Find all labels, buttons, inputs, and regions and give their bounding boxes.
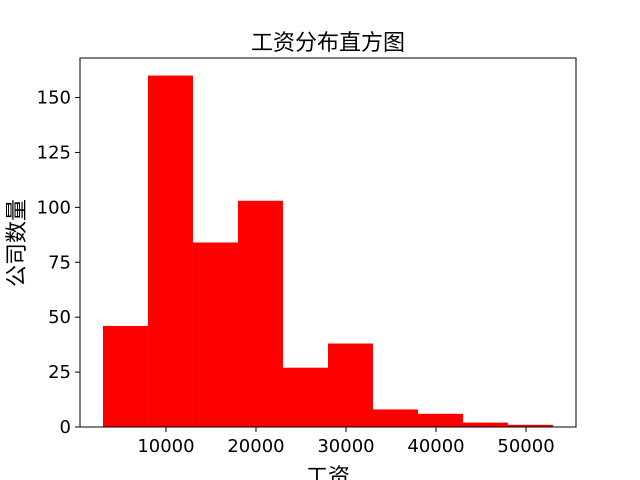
y-axis-ticks: 0 25 50 75 100 125 150 — [37, 88, 80, 438]
histogram-bar — [102, 325, 148, 427]
histogram-bar — [192, 242, 238, 427]
histogram-bar — [508, 424, 554, 427]
x-axis-ticks: 10000 20000 30000 40000 50000 — [137, 427, 555, 457]
histogram-bar — [147, 75, 193, 428]
histogram-bar — [418, 413, 464, 427]
x-tick-label: 50000 — [497, 436, 554, 457]
histogram-bar — [328, 343, 374, 427]
y-tick-label: 100 — [37, 197, 71, 218]
histogram-bar — [463, 422, 509, 427]
plot-area-frame — [79, 57, 577, 428]
y-tick-label: 25 — [48, 362, 71, 383]
x-tick-label: 30000 — [317, 436, 374, 457]
x-axis-label: 工资 — [306, 465, 350, 480]
x-tick-label: 10000 — [137, 436, 194, 457]
histogram-bar — [237, 200, 283, 427]
x-tick-label: 20000 — [227, 436, 284, 457]
y-tick-label: 50 — [48, 307, 71, 328]
y-tick-label: 0 — [60, 417, 71, 438]
histogram-bar — [373, 409, 419, 427]
y-axis-label: 公司数量 — [5, 199, 30, 287]
x-tick-label: 40000 — [407, 436, 464, 457]
y-tick-label: 125 — [37, 142, 71, 163]
chart-title: 工资分布直方图 — [251, 31, 405, 56]
histogram-bar — [282, 367, 328, 427]
bars-group — [102, 75, 554, 428]
y-tick-label: 75 — [48, 252, 71, 273]
y-tick-label: 150 — [37, 88, 71, 109]
